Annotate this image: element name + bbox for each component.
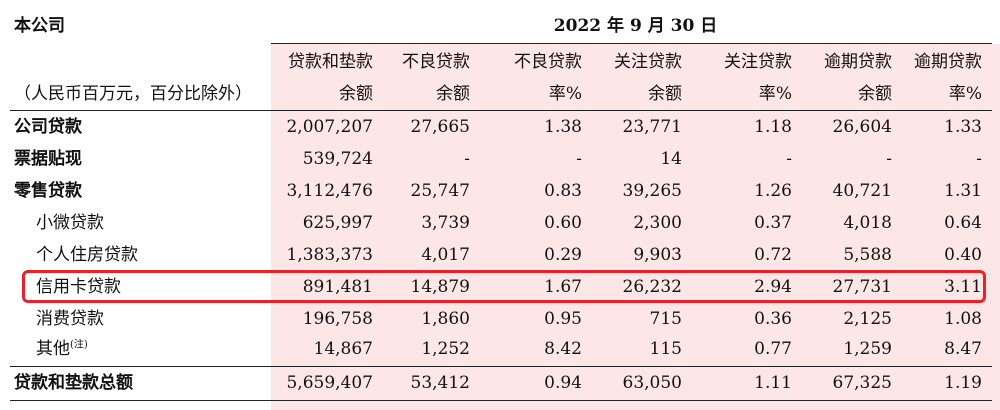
table-cell: 27,665 (410, 117, 470, 137)
credit-card-row-highlight (22, 270, 986, 303)
row-label-others: 其他(注) (36, 338, 88, 360)
col-header-special-balance-line2: 余额 (648, 84, 682, 104)
col-header-special-balance-line1: 关注贷款 (614, 52, 682, 72)
col-header-special-ratio-line1: 关注贷款 (724, 52, 792, 72)
table-cell: 1,383,373 (286, 245, 373, 265)
table-cell: 539,724 (302, 149, 373, 169)
table-cell: 0.77 (754, 339, 792, 359)
table-cell: 0.29 (544, 245, 582, 265)
table-cell: 1.31 (944, 181, 982, 201)
table-cell: - (786, 149, 792, 169)
table-cell: 891,481 (302, 277, 373, 297)
row-label-retail-loans: 零售贷款 (14, 181, 82, 201)
table-cell: 0.83 (544, 181, 582, 201)
col-header-overdue-balance-line2: 余额 (858, 84, 892, 104)
table-cell: 63,050 (622, 373, 682, 393)
table-cell: 1.33 (944, 117, 982, 137)
table-cell: 27,731 (832, 277, 892, 297)
header-bottom-rule (10, 110, 992, 111)
table-cell: 196,758 (302, 309, 373, 329)
table-cell: 1.26 (754, 181, 792, 201)
table-cell: 23,771 (622, 117, 682, 137)
table-cell: 115 (649, 339, 682, 359)
company-label: 本公司 (14, 16, 65, 36)
row-label-housing-loans: 个人住房贷款 (36, 245, 138, 265)
table-cell: 0.95 (544, 309, 582, 329)
table-cell: 2.94 (754, 277, 792, 297)
table-cell: 1.38 (544, 117, 582, 137)
table-cell: 2,125 (843, 309, 892, 329)
col-header-loans-line2: 余额 (339, 84, 373, 104)
col-header-npl-balance-line1: 不良贷款 (402, 52, 470, 72)
row-label-consumer-loans: 消费贷款 (36, 309, 104, 329)
col-header-overdue-ratio-line1: 逾期贷款 (914, 52, 982, 72)
col-header-npl-ratio-line2: 率% (548, 84, 582, 104)
table-cell: 625,997 (302, 213, 373, 233)
table-cell: 4,017 (421, 245, 470, 265)
table-cell: 0.94 (544, 373, 582, 393)
table-cell: 5,588 (843, 245, 892, 265)
table-cell: 9,903 (633, 245, 682, 265)
table-cell: 715 (649, 309, 682, 329)
footnote-marker: (注) (70, 339, 88, 351)
table-cell: 0.72 (754, 245, 792, 265)
table-cell: 53,412 (410, 373, 470, 393)
table-cell: 0.36 (754, 309, 792, 329)
col-header-overdue-ratio-line2: 率% (948, 84, 982, 104)
col-header-special-ratio-line2: 率% (758, 84, 792, 104)
row-label-total-loans: 贷款和垫款总额 (14, 373, 133, 393)
table-cell: 1.08 (944, 309, 982, 329)
row-label-credit-card-loans: 信用卡贷款 (36, 277, 121, 297)
table-cell: - (576, 149, 582, 169)
table-cell: - (886, 149, 892, 169)
table-cell: 67,325 (832, 373, 892, 393)
table-cell: 2,300 (633, 213, 682, 233)
total-top-rule (10, 366, 992, 367)
col-header-npl-ratio-line1: 不良贷款 (514, 52, 582, 72)
table-cell: 0.40 (944, 245, 982, 265)
col-header-npl-balance-line2: 余额 (436, 84, 470, 104)
table-cell: 39,265 (622, 181, 682, 201)
table-cell: 5,659,407 (286, 373, 373, 393)
table-cell: 14 (660, 149, 682, 169)
table-cell: 4,018 (843, 213, 892, 233)
row-label-small-micro-loans: 小微贷款 (36, 213, 104, 233)
table-cell: 26,604 (832, 117, 892, 137)
date-header: 2022 年 9 月 30 日 (553, 16, 718, 36)
table-cell: 14,867 (313, 339, 373, 359)
shaded-data-area (271, 44, 1000, 410)
total-bottom-rule (10, 400, 992, 401)
table-cell: 0.64 (944, 213, 982, 233)
table-cell: 3,739 (421, 213, 470, 233)
unit-note: （人民币百万元，百分比除外） (14, 84, 252, 104)
table-cell: 3.11 (944, 277, 982, 297)
table-cell: 14,879 (410, 277, 470, 297)
table-cell: 1.11 (754, 373, 792, 393)
table-cell: 8.47 (944, 339, 982, 359)
table-cell: 1.19 (944, 373, 982, 393)
table-cell: 1,252 (421, 339, 470, 359)
row-label-others-text: 其他 (36, 339, 70, 359)
table-cell: 0.37 (754, 213, 792, 233)
table-cell: 2,007,207 (286, 117, 373, 137)
row-label-corporate-loans: 公司贷款 (14, 117, 82, 137)
table-cell: 3,112,476 (286, 181, 373, 201)
table-cell: 1.67 (544, 277, 582, 297)
col-header-overdue-balance-line1: 逾期贷款 (824, 52, 892, 72)
row-label-discounted-bills: 票据贴现 (14, 149, 82, 169)
table-cell: 1,860 (421, 309, 470, 329)
date-underline (271, 43, 992, 44)
table-cell: 1,259 (843, 339, 892, 359)
table-cell: 1.18 (754, 117, 792, 137)
table-cell: 25,747 (410, 181, 470, 201)
col-header-loans-line1: 贷款和垫款 (288, 52, 373, 72)
table-cell: - (464, 149, 470, 169)
table-cell: 0.60 (544, 213, 582, 233)
table-cell: 8.42 (544, 339, 582, 359)
table-cell: 40,721 (832, 181, 892, 201)
table-cell: 26,232 (622, 277, 682, 297)
table-cell: - (976, 149, 982, 169)
